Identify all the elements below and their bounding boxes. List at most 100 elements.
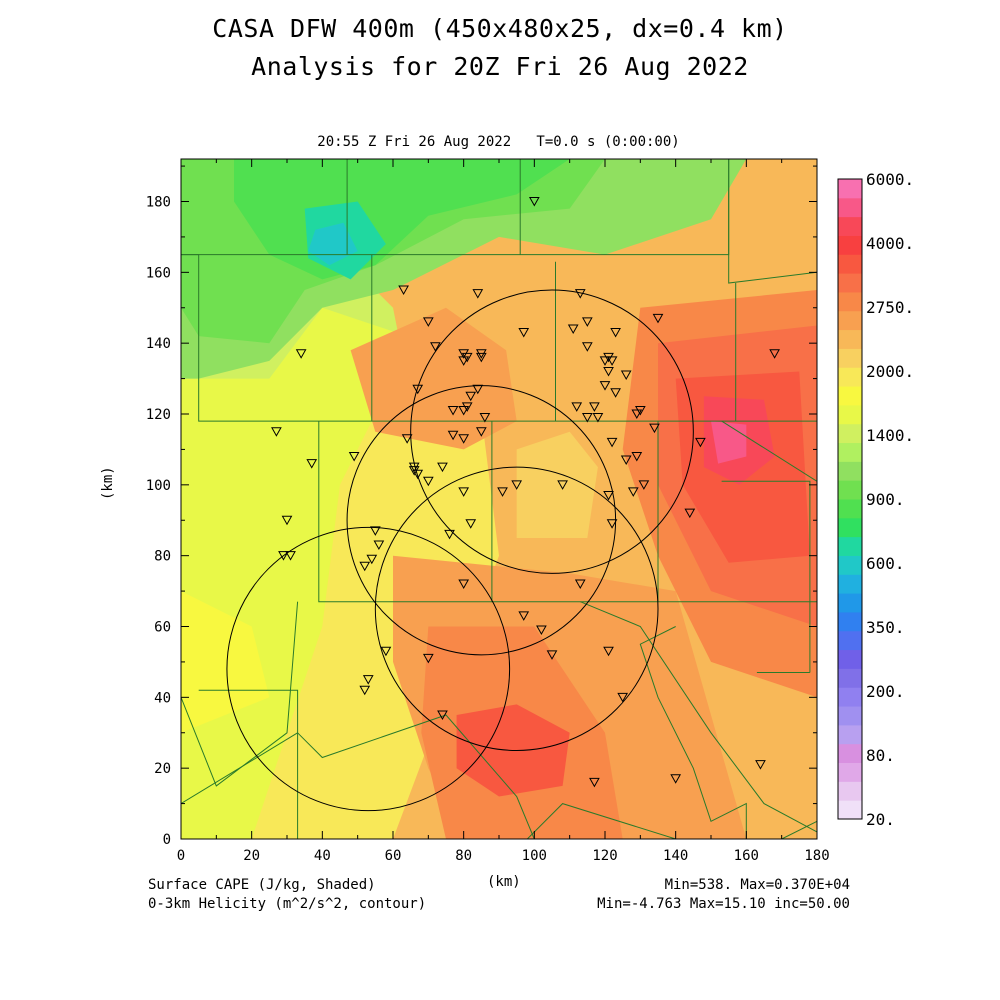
station-marker [422,653,434,664]
y-tick-label: 180 [146,195,171,211]
station-marker [458,487,470,497]
station-marker [599,381,611,391]
station-marker [574,579,586,590]
station-marker [437,710,448,721]
station-marker [695,437,706,448]
cape-region-18 [711,421,747,464]
x-tick-label: 0 [177,848,185,864]
colorbar-swatch [838,611,862,632]
colorbar-swatch [838,630,862,651]
colorbar-swatch [838,216,862,236]
colorbar-swatch [838,461,862,481]
x-axis-label: (km) [487,874,521,890]
colorbar-swatch [838,254,862,274]
y-tick-label: 100 [146,478,171,494]
colorbar-swatch [838,706,862,726]
station-marker [447,430,459,441]
axis-ticks-layer: 0 20 40 60 80 100 120 140 160 180 0 20 40 60 80 100 120 1… [146,159,830,864]
station-marker [422,317,434,327]
radar-range-ring-2 [374,466,659,751]
station-marker [670,774,682,784]
station-marker [567,324,579,335]
station-marker [444,529,455,540]
county-line-17 [297,714,535,839]
station-marker [511,480,523,490]
x-tick-label: 60 [385,848,402,864]
cape-region-20 [181,591,270,733]
colorbar-swatch [838,442,862,462]
cape-region-4 [516,431,598,538]
valid-time-subtitle: 20:55 Z Fri 26 Aug 2022 T=0.0 s (0:00:00… [317,134,680,150]
y-tick-label: 40 [154,690,171,706]
station-marker [638,480,650,490]
footer-field-contour: 0-3km Helicity (m^2/s^2, contour) [148,896,427,912]
colorbar-swatch [838,235,862,255]
colorbar-swatch [838,480,862,500]
county-line-16 [181,732,298,805]
station-marker [437,462,448,473]
station-marker [472,289,484,299]
station-marker [497,487,508,497]
station-marker [472,384,484,395]
radar-range-ring-0 [410,289,694,574]
county-line-21 [781,820,817,839]
station-marker [475,427,487,437]
station-marker [603,490,614,501]
colorbar-swatch [838,386,862,406]
station-marker [528,197,540,207]
station-marker [518,328,530,338]
station-marker [398,285,409,296]
chart-title-line1: CASA DFW 400m (450x480x25, dx=0.4 km) [212,14,788,43]
station-marker [412,384,424,395]
colorbar-swatch [838,762,862,782]
colorbar-swatch [838,574,862,594]
station-marker [603,367,614,377]
station-marker [359,561,371,572]
colorbar-swatch [838,404,862,425]
station-marker [271,427,282,437]
station-marker [536,625,547,636]
colorbar-label: 2000. [866,362,914,381]
station-marker [362,675,374,685]
station-marker [380,646,392,657]
colorbar-swatch [838,291,862,312]
colorbar-label: 4000. [866,234,914,253]
colorbar-label: 80. [866,746,895,765]
station-marker [620,370,632,381]
station-marker [285,551,296,561]
station-marker [606,356,618,366]
colorbar-swatch [838,687,862,707]
county-line-12 [721,480,811,673]
colorbar-swatch [838,724,862,745]
station-marker [461,402,473,412]
colorbar-label: 900. [866,490,905,509]
station-marker [465,519,477,529]
colorbar: 6000. 4000. 2750. 2000. 1400. 900. 600. 350. 200… [837,170,914,829]
x-tick-label: 20 [243,848,260,864]
x-tick-label: 100 [522,848,547,864]
colorbar-swatch [838,536,862,556]
y-tick-label: 60 [154,620,171,636]
station-marker [574,289,586,299]
station-marker [581,317,593,327]
station-marker [458,434,470,444]
colorbar-swatch [838,310,862,331]
footer-contour-range: Min=-4.763 Max=15.10 inc=50.00 [597,896,850,912]
footer-field-shaded: Surface CAPE (J/kg, Shaded) [148,877,376,893]
colorbar-label: 200. [866,682,905,701]
colorbar-label: 350. [866,618,905,637]
station-marker [369,526,381,536]
x-tick-label: 120 [592,848,617,864]
colorbar-swatch [838,555,862,575]
station-marker [571,402,583,412]
colorbar-swatch [838,273,862,293]
station-marker [295,349,307,359]
station-marker [652,313,664,324]
x-tick-label: 160 [734,848,759,864]
station-marker [684,508,696,519]
station-marker [359,685,371,696]
station-marker [631,409,643,420]
chart-title-line2: Analysis for 20Z Fri 26 Aug 2022 [251,52,749,81]
station-marker [461,352,473,363]
